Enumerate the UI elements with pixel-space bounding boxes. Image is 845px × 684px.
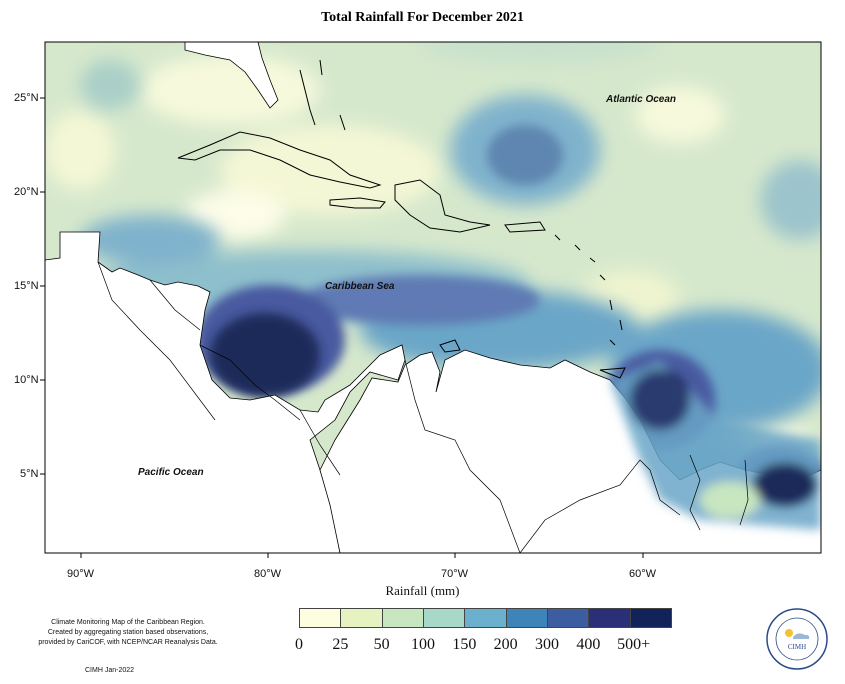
guiana-rainfall bbox=[610, 360, 821, 530]
legend-tick-label: 500+ bbox=[617, 636, 651, 653]
legend-tick-label: 150 bbox=[452, 636, 477, 653]
islands bbox=[177, 59, 626, 379]
footnote: Climate Monitoring Map of the Caribbean … bbox=[18, 618, 238, 648]
caribbean-sea-label: Caribbean Sea bbox=[325, 281, 395, 292]
legend-tick-label: 0 bbox=[295, 636, 303, 653]
legend-tick-label: 400 bbox=[576, 636, 601, 653]
cloud-icon bbox=[793, 633, 810, 639]
lon-label-70: 70°W bbox=[441, 568, 469, 580]
legend-tick-label: 100 bbox=[411, 636, 435, 653]
lon-label-90: 90°W bbox=[67, 568, 95, 580]
legend-tick-label: 300 bbox=[535, 636, 559, 653]
footnote-line-3: provided by CariCOF, with NCEP/NCAR Rean… bbox=[38, 639, 218, 646]
rainfall-low-zones bbox=[45, 42, 810, 455]
lon-label-60: 60°W bbox=[629, 568, 657, 580]
legend-swatch bbox=[423, 608, 466, 628]
pacific-ocean-label: Pacific Ocean bbox=[138, 467, 204, 478]
axis-ticks bbox=[40, 97, 644, 558]
map-title: Total Rainfall For December 2021 bbox=[321, 10, 524, 25]
legend-tick-label: 50 bbox=[373, 636, 390, 653]
logo-text: CIMH bbox=[788, 643, 806, 651]
legend-swatch bbox=[381, 608, 424, 628]
lat-label-20: 20°N bbox=[14, 186, 39, 198]
legend-swatch bbox=[464, 608, 507, 628]
lon-label-80: 80°W bbox=[254, 568, 282, 580]
atlantic-ocean-label: Atlantic Ocean bbox=[606, 94, 677, 105]
legend-swatch bbox=[505, 608, 548, 628]
legend-swatch bbox=[629, 608, 672, 628]
legend-swatch bbox=[299, 608, 342, 628]
legend-tick-label: 200 bbox=[493, 636, 518, 653]
country-borders bbox=[97, 261, 749, 553]
footnote-line-2: Created by aggregating station based obs… bbox=[47, 629, 209, 636]
lat-label-25: 25°N bbox=[14, 92, 39, 104]
x-axis-label: Rainfall (mm) bbox=[385, 583, 460, 598]
map-frame bbox=[44, 41, 822, 554]
florida bbox=[184, 42, 279, 109]
legend-swatch bbox=[340, 608, 383, 628]
lat-label-5: 5°N bbox=[20, 468, 39, 480]
credit-text: CIMH Jan-2022 bbox=[85, 667, 135, 674]
legend-swatch bbox=[588, 608, 631, 628]
lat-label-15: 15°N bbox=[14, 280, 39, 292]
sun-icon bbox=[785, 629, 793, 637]
footnote-line-1: Climate Monitoring Map of the Caribbean … bbox=[51, 619, 205, 626]
cimh-logo: CIMH bbox=[766, 608, 828, 670]
legend-tick-label: 25 bbox=[332, 636, 349, 653]
lat-label-10: 10°N bbox=[14, 374, 39, 386]
legend-swatch bbox=[547, 608, 590, 628]
